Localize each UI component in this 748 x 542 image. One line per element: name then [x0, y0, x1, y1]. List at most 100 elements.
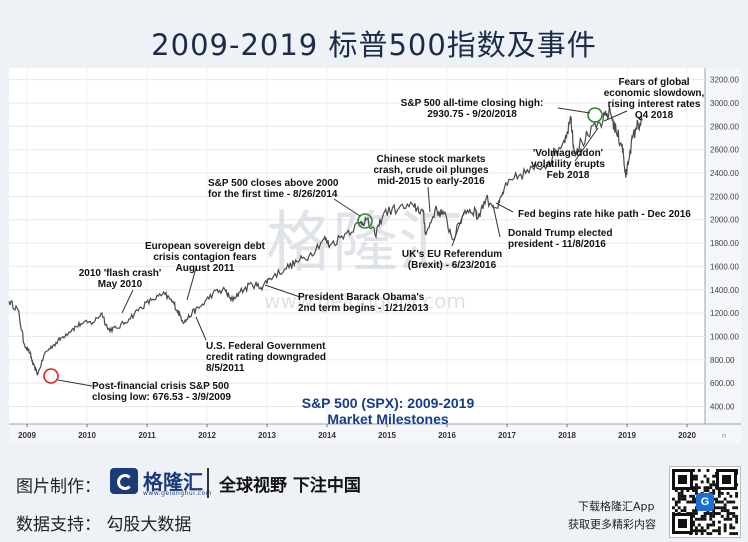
y-tick-label: 3200.00 — [710, 76, 739, 85]
qr-module — [703, 474, 707, 478]
annotation-text: mid-2015 to early-2016 — [377, 176, 485, 187]
y-tick-label: 1200.00 — [710, 309, 739, 318]
qr-module — [703, 486, 707, 490]
qr-module — [703, 529, 707, 533]
qr-module — [677, 491, 681, 495]
qr-module — [726, 512, 730, 515]
qr-module — [686, 500, 690, 504]
qr-module — [717, 526, 721, 530]
bottom-axis-band — [9, 424, 741, 444]
qr-module — [700, 526, 704, 530]
qr-module — [726, 509, 730, 513]
qr-module — [700, 529, 704, 533]
annotation-text: 2nd term begins - 1/21/2013 — [298, 303, 429, 314]
annotation-text: Feb 2018 — [547, 170, 590, 181]
qr-module — [723, 509, 727, 513]
qr-module — [723, 526, 727, 530]
qr-module — [709, 523, 713, 527]
watermark-domain: www.gelonghui.com — [264, 289, 466, 313]
qr-code[interactable]: G — [669, 466, 741, 538]
qr-module — [715, 506, 718, 510]
qr-finder — [672, 513, 693, 534]
qr-module — [712, 491, 716, 495]
y-tick-label: 1000.00 — [710, 332, 739, 341]
qr-module — [729, 500, 733, 504]
x-tick-label: 2014 — [318, 431, 336, 440]
qr-module — [712, 474, 716, 478]
marker-circle-low — [43, 368, 59, 384]
annotation-leaders — [57, 107, 628, 387]
qr-module — [694, 517, 698, 521]
made-by-label: 图片制作： — [16, 477, 101, 497]
qr-module — [723, 517, 727, 521]
annotation-text: European sovereign debt — [145, 241, 266, 252]
annotation-text: August 2011 — [176, 263, 235, 274]
annotation-text: 'Volmageddon' — [533, 148, 603, 159]
plot-background — [9, 68, 705, 424]
annotation-text: UK's EU Referendum — [402, 249, 502, 260]
qr-module — [683, 509, 687, 513]
qr-module — [709, 483, 713, 487]
qr-module — [729, 512, 733, 515]
qr-module — [706, 526, 710, 530]
qr-module — [683, 506, 687, 510]
right-axis-band — [705, 68, 741, 424]
qr-module — [720, 500, 724, 504]
qr-module — [674, 509, 678, 513]
qr-module — [706, 469, 710, 472]
marker-circle-high — [587, 107, 603, 123]
qr-module — [715, 529, 718, 533]
qr-module — [694, 483, 698, 487]
qr-module — [697, 517, 701, 521]
qr-module — [680, 494, 684, 498]
qr-module — [732, 514, 736, 518]
y-tick-label: 2800.00 — [710, 122, 739, 131]
marker-circle-2000 — [357, 213, 373, 229]
y-tick-label: 2400.00 — [710, 169, 739, 178]
annotation-text: U.S. Federal Government — [206, 341, 326, 352]
qr-module — [703, 489, 707, 492]
qr-finder — [672, 469, 693, 490]
qr-module — [680, 491, 684, 495]
annotation-text: 2010 'flash crash' — [79, 268, 162, 279]
qr-module — [717, 532, 721, 536]
y-tick-label: 600.00 — [710, 379, 735, 388]
annotation-text: Fears of global — [618, 77, 689, 88]
qr-module — [700, 532, 704, 536]
qr-module — [732, 532, 736, 536]
qr-module — [692, 520, 695, 524]
qr-logo-icon: G — [696, 493, 714, 511]
qr-module — [677, 500, 681, 504]
footer-divider — [207, 468, 209, 498]
qr-module — [709, 512, 713, 515]
annotation-text: credit rating downgraded — [206, 352, 326, 363]
qr-module — [709, 532, 713, 536]
qr-module — [697, 523, 701, 527]
qr-module — [706, 512, 710, 515]
annotation-text: rising interest rates — [608, 99, 701, 110]
gridlines — [9, 68, 705, 424]
annotation-text: 2930.75 - 9/20/2018 — [427, 109, 517, 120]
qr-module — [692, 486, 695, 490]
more-content-text: 获取更多精彩内容 — [568, 518, 656, 531]
qr-module — [677, 497, 681, 501]
qr-module — [694, 512, 698, 515]
qr-finder-core — [678, 519, 687, 528]
qr-module — [689, 500, 693, 504]
qr-module — [735, 506, 739, 510]
qr-module — [703, 514, 707, 518]
page-title: 2009-2019 标普500指数及事件 — [151, 28, 597, 62]
qr-module — [683, 497, 687, 501]
qr-module — [680, 497, 684, 501]
data-support-label: 数据支持： 勾股大数据 — [16, 515, 192, 535]
qr-module — [703, 517, 707, 521]
qr-module — [674, 489, 678, 492]
qr-module — [712, 509, 716, 513]
brand-domain: www.gelonghui.com — [143, 490, 213, 497]
x-tick-label: 2013 — [258, 431, 276, 440]
y-tick-label: 800.00 — [710, 356, 735, 365]
qr-module — [712, 512, 716, 515]
annotation-text: May 2010 — [98, 279, 143, 290]
qr-module — [735, 514, 739, 518]
qr-module — [712, 523, 716, 527]
